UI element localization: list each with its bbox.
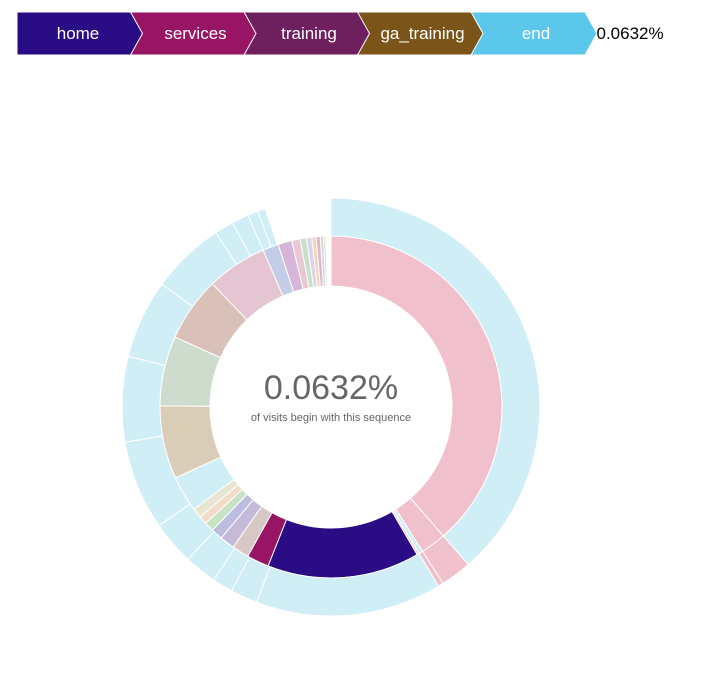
center-caption: of visits begin with this sequence xyxy=(250,412,412,424)
breadcrumb-trail: home services training ga_training end 0.0632… xyxy=(16,11,664,56)
sunburst-segment-ring2-15[interactable] xyxy=(257,208,278,248)
breadcrumb-label: training xyxy=(281,24,337,43)
breadcrumb-shape xyxy=(470,11,598,56)
sunburst-segment-ring2-9[interactable] xyxy=(121,355,166,443)
sunburst-segment-ring2-0[interactable] xyxy=(330,197,541,566)
breadcrumb-label: services xyxy=(164,24,226,43)
breadcrumb-label: home xyxy=(57,24,100,43)
center-percentage: 0.0632% xyxy=(263,369,399,407)
breadcrumb-item-ga-training: ga_training xyxy=(356,11,485,56)
center-explanation: 0.0632% of visits begin with this sequen… xyxy=(231,368,431,424)
breadcrumb-percentage: 0.0632% xyxy=(597,24,664,43)
sunburst-segment-ring1-25[interactable] xyxy=(322,235,328,287)
breadcrumb-label: end xyxy=(522,24,550,43)
breadcrumb-item-end: end xyxy=(470,11,598,56)
breadcrumb-label: ga_training xyxy=(380,24,464,43)
breadcrumb-item-training: training xyxy=(243,11,371,56)
